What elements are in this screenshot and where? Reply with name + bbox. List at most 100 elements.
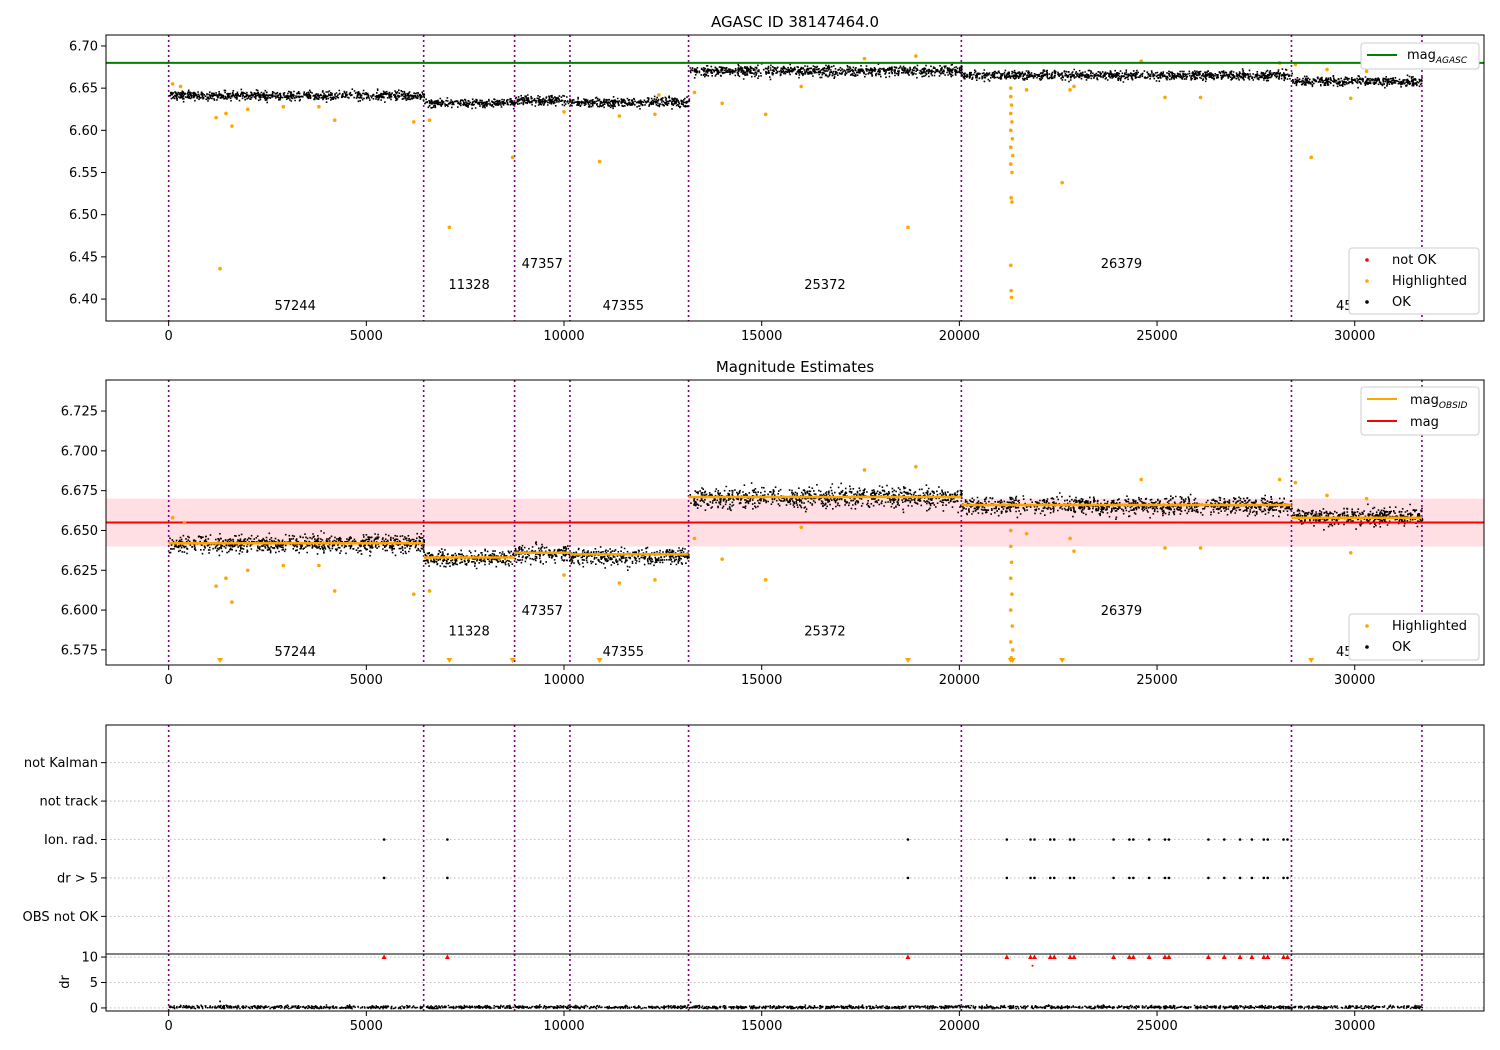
highlighted-point (1008, 544, 1013, 549)
obsid-label: 25372 (804, 625, 845, 640)
dr-clipped-marker (1281, 954, 1287, 960)
highlighted-point (1010, 136, 1015, 141)
highlighted-point (692, 536, 697, 541)
legend-mag-agasc: magAGASC (1360, 42, 1480, 70)
dr-clipped-marker (444, 954, 450, 960)
flag-point (1112, 876, 1115, 880)
legend-label-not-ok: not OK (1392, 253, 1437, 268)
y-tick-label: dr > 5 (57, 871, 98, 886)
x-tick-label: 20000 (939, 673, 980, 688)
axes-frame (105, 34, 1485, 322)
highlighted-point (1163, 546, 1167, 550)
highlighted-point (1072, 549, 1076, 553)
highlighted-point (1009, 103, 1014, 107)
x-tick-label: 20000 (939, 329, 980, 344)
series-highlighted (170, 464, 1369, 660)
highlighted-point (224, 576, 228, 581)
x-tick-label: 30000 (1334, 329, 1375, 344)
legend-marker-highlighted (1365, 279, 1369, 283)
flag-point (906, 876, 910, 880)
y-tick-label: 0 (90, 1001, 98, 1016)
flag-point (1262, 876, 1266, 880)
highlighted-point (447, 225, 452, 230)
flag-point (1052, 838, 1056, 841)
y-tick-label: 6.45 (69, 250, 98, 265)
flag-point (1052, 876, 1056, 880)
obsid-label: 11328 (448, 278, 489, 293)
flag-point (1266, 838, 1270, 841)
legend-label-base: mag (1410, 393, 1439, 408)
y-tick-label: 6.60 (69, 124, 98, 139)
below-range-marker (217, 658, 224, 663)
x-tick-label: 25000 (1136, 1019, 1177, 1034)
flag-point (1207, 876, 1210, 880)
legend-label-ok: OK (1392, 640, 1411, 655)
y-tick-label: 6.600 (61, 604, 98, 619)
legend-mag-estimates: magOBSID mag (1360, 386, 1480, 436)
dr-clipped-marker (1265, 954, 1271, 960)
flag-point (1132, 876, 1135, 880)
y-tick-label: 6.65 (69, 82, 98, 97)
highlighted-point (1010, 120, 1014, 124)
x-tick-label: 30000 (1334, 1019, 1375, 1034)
legend-status: Highlighted OK (1348, 613, 1480, 661)
magnitude-estimates-panel: Magnitude Estimates 57244 11328 47357 47355… (61, 358, 1485, 688)
flag-point (1005, 838, 1009, 841)
highlighted-point (230, 124, 234, 128)
x-tick-label: 10000 (543, 329, 584, 344)
ok-segment-points (570, 546, 690, 571)
flag-point (1147, 876, 1151, 880)
obsid-label: 47357 (522, 604, 563, 619)
flag-point (1222, 876, 1226, 880)
dr-clipped-marker (1249, 954, 1255, 960)
highlighted-point (1068, 88, 1072, 92)
flags-panel: OBS not OK dr > 5 Ion. rad. not track not Ka… (23, 724, 1485, 955)
highlighted-point (1198, 95, 1203, 100)
highlighted-point (1008, 86, 1013, 90)
dr-clipped-marker (1162, 954, 1168, 960)
ok-segment-points (423, 548, 517, 570)
flag-series (382, 876, 1289, 880)
flag-point (1029, 876, 1032, 880)
highlighted-point (218, 266, 222, 271)
ok-segment-points (514, 94, 571, 107)
y-tick-label: 6.700 (61, 444, 98, 459)
highlighted-point (617, 581, 622, 585)
highlighted-point (182, 520, 187, 525)
highlighted-point (317, 104, 321, 109)
highlighted-point (657, 93, 661, 97)
highlighted-point (1364, 69, 1369, 74)
x-tick-label: 5000 (350, 329, 383, 344)
y-tick-label: 5 (90, 976, 98, 991)
dr-clipped-marker (381, 954, 387, 960)
highlighted-point (170, 82, 175, 86)
dr-clipped-marker (1237, 954, 1243, 960)
flag-point (1048, 838, 1052, 841)
highlighted-point (170, 515, 175, 520)
plot-area: 0 5000 10000 15000 20000 25000 30000 0 5 10 (81, 951, 1485, 1034)
highlighted-point (317, 563, 321, 568)
highlighted-point (1009, 295, 1014, 300)
ok-segment-points (169, 88, 426, 104)
highlighted-point (862, 56, 867, 61)
obsid-label: 26379 (1101, 604, 1142, 619)
highlighted-point (1348, 96, 1353, 101)
flag-point (1238, 838, 1242, 841)
highlighted-point (281, 104, 286, 109)
legend-box (1348, 613, 1480, 661)
highlighted-point (1008, 576, 1013, 581)
flag-point (382, 838, 386, 841)
highlighted-point (1060, 180, 1064, 185)
highlighted-point (1364, 496, 1369, 501)
dr-clipped-marker (1071, 954, 1077, 960)
highlighted-point (1008, 162, 1013, 166)
panel-title: Magnitude Estimates (716, 358, 874, 376)
highlighted-point (597, 159, 602, 164)
highlighted-point (1009, 560, 1014, 565)
highlighted-point (763, 578, 768, 582)
dr-clipped-marker (1031, 954, 1037, 960)
legend-label-highlighted: Highlighted (1392, 274, 1467, 289)
dr-clipped-marker (1004, 954, 1010, 960)
flag-point (1167, 838, 1171, 841)
flag-point (1238, 876, 1242, 880)
